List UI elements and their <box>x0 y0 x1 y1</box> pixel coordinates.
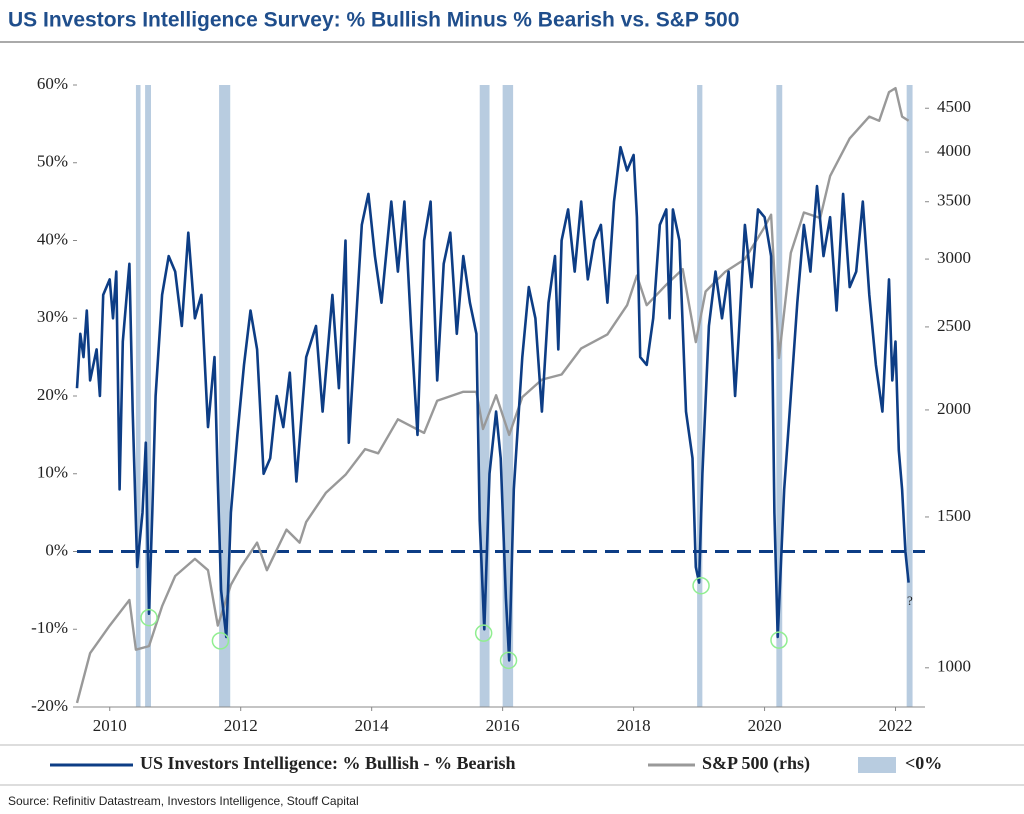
shaded-region <box>479 85 490 707</box>
x-tick-label: 2010 <box>93 716 127 735</box>
source: Source: Refinitiv Datastream, Investors … <box>8 794 359 808</box>
x-tick-label: 2012 <box>224 716 258 735</box>
y-tick-label: -20% <box>31 696 68 715</box>
legend-label: S&P 500 (rhs) <box>702 753 810 774</box>
x-tick-label: 2014 <box>355 716 390 735</box>
y-tick-label: 60% <box>37 74 68 93</box>
shaded-region <box>219 85 231 707</box>
y2-tick-label: 4000 <box>937 141 971 160</box>
shaded-region <box>502 85 514 707</box>
annotation: ? <box>907 593 913 608</box>
shaded-region <box>776 85 783 707</box>
y-tick-label: 20% <box>37 385 68 404</box>
y2-tick-label: 2000 <box>937 399 971 418</box>
shaded-region <box>135 85 141 707</box>
low-marker <box>140 608 158 627</box>
y-tick-label: 50% <box>37 152 68 171</box>
shaded-region <box>906 85 913 707</box>
x-tick-label: 2016 <box>486 716 520 735</box>
x-tick-label: 2022 <box>879 716 913 735</box>
legend-swatch <box>858 757 896 773</box>
low-marker <box>692 576 710 595</box>
low-marker <box>499 651 518 670</box>
chart-title: US Investors Intelligence Survey: % Bull… <box>8 9 739 32</box>
y-tick-label: 40% <box>37 229 68 248</box>
y-tick-label: 30% <box>37 307 68 326</box>
shaded-region <box>697 85 703 707</box>
y2-tick-label: 3500 <box>937 191 971 210</box>
y2-tick-label: 2500 <box>937 316 971 335</box>
y2-tick-label: 1000 <box>937 657 971 676</box>
y2-tick-label: 4500 <box>937 97 971 116</box>
y-tick-label: -10% <box>31 618 68 637</box>
low-marker <box>474 624 493 642</box>
x-tick-label: 2020 <box>748 716 782 735</box>
shaded-region <box>145 85 151 707</box>
legend-label: US Investors Intelligence: % Bullish - %… <box>140 753 516 773</box>
y-tick-label: 0% <box>45 540 68 559</box>
y-tick-label: 10% <box>37 463 68 482</box>
low-marker <box>770 631 788 649</box>
legend-label: <0% <box>905 753 942 773</box>
series-line <box>75 86 910 704</box>
y2-tick-label: 3000 <box>937 248 971 267</box>
y2-tick-label: 1500 <box>937 506 971 525</box>
series-line <box>75 145 910 662</box>
x-tick-label: 2018 <box>617 716 651 735</box>
low-marker <box>211 632 230 650</box>
